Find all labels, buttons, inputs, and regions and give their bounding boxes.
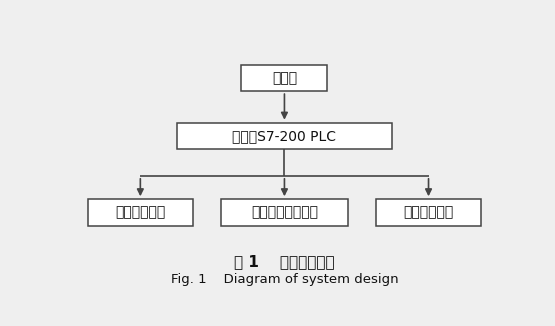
Text: 西门子S7-200 PLC: 西门子S7-200 PLC [233, 129, 336, 143]
Text: 加热控制模块: 加热控制模块 [115, 205, 165, 219]
Text: 图 1    系统设计结构: 图 1 系统设计结构 [234, 254, 335, 269]
Text: 触摸屏: 触摸屏 [272, 71, 297, 85]
Text: 添加清理模块: 添加清理模块 [403, 205, 453, 219]
FancyBboxPatch shape [221, 199, 348, 226]
FancyBboxPatch shape [376, 199, 481, 226]
Text: Fig. 1    Diagram of system design: Fig. 1 Diagram of system design [170, 273, 398, 286]
FancyBboxPatch shape [88, 199, 193, 226]
FancyBboxPatch shape [177, 123, 392, 149]
Text: 称重计量控制模块: 称重计量控制模块 [251, 205, 318, 219]
FancyBboxPatch shape [241, 65, 327, 91]
